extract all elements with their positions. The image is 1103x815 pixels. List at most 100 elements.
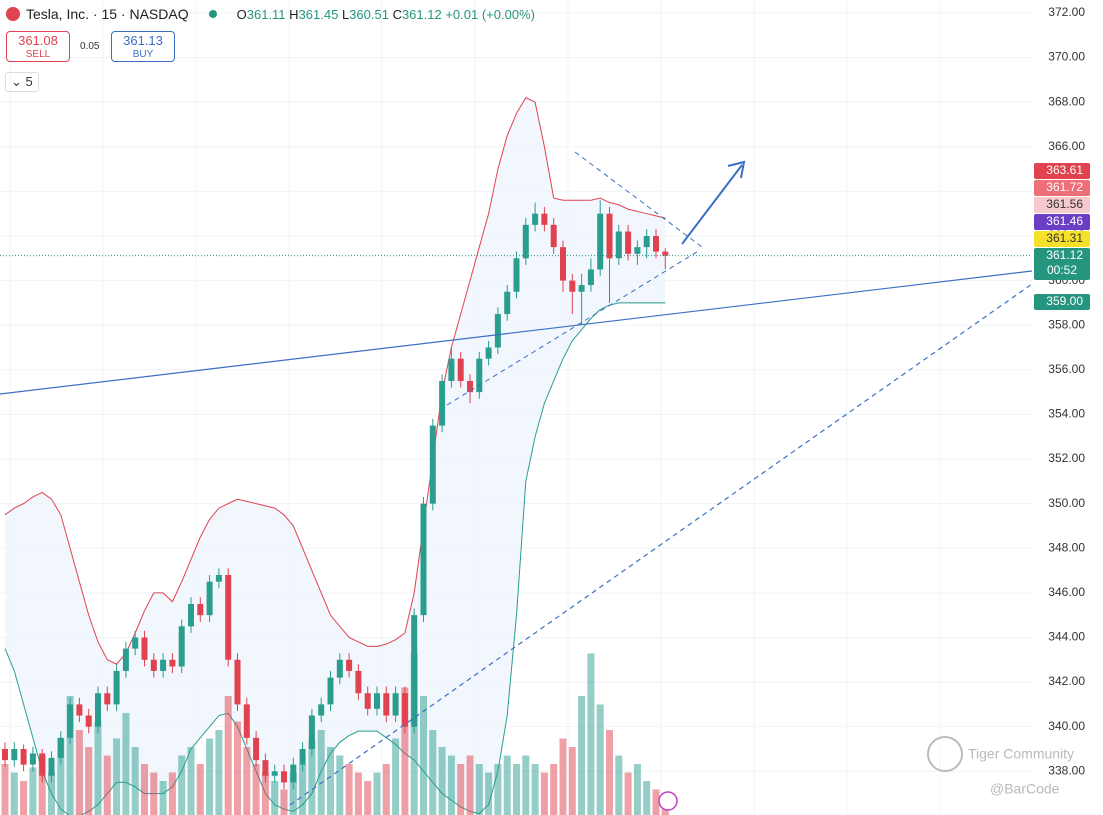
price-tag-label: 363.61 bbox=[1046, 163, 1083, 177]
volume-bar bbox=[457, 764, 465, 815]
candle-body bbox=[411, 615, 418, 727]
volume-bar bbox=[94, 721, 102, 815]
volume-bar bbox=[29, 767, 37, 815]
price-tag bbox=[1034, 231, 1090, 247]
volume-bar bbox=[103, 755, 111, 815]
buy-button[interactable]: 361.13 BUY bbox=[111, 31, 175, 62]
volume-bar bbox=[234, 721, 241, 815]
candle-body bbox=[513, 258, 520, 292]
volume-bar bbox=[113, 738, 121, 815]
volume-bar bbox=[131, 747, 139, 815]
candle-body bbox=[308, 715, 315, 749]
candle-body bbox=[188, 604, 194, 627]
volume-bar bbox=[392, 738, 400, 815]
candle-body bbox=[336, 659, 343, 678]
candle-body bbox=[392, 693, 399, 716]
volume-bar bbox=[243, 747, 251, 815]
sell-price: 361.08 bbox=[18, 33, 58, 48]
volume-bar bbox=[1, 764, 9, 815]
ohlc-value: 361.11 bbox=[246, 6, 286, 22]
symbol-title: Tesla, Inc. · 15 · NASDAQ bbox=[26, 6, 189, 22]
price-tag-timer: 00:52 bbox=[1047, 263, 1077, 277]
candle-body bbox=[141, 637, 148, 660]
candle-body bbox=[104, 693, 111, 705]
volume-bar bbox=[261, 772, 269, 815]
volume-bar bbox=[75, 730, 83, 815]
y-tick-label: 348.00 bbox=[1048, 540, 1085, 554]
candle-body bbox=[150, 659, 157, 671]
volume-bar bbox=[643, 781, 651, 815]
candle-body bbox=[541, 213, 548, 225]
volume-bar bbox=[382, 764, 390, 815]
volume-bar bbox=[289, 772, 297, 815]
volume-bar bbox=[513, 764, 520, 815]
volume-bar bbox=[540, 772, 548, 815]
ohlc-value: 360.51 bbox=[349, 6, 389, 22]
y-tick-label: 368.00 bbox=[1048, 94, 1085, 108]
candle-body bbox=[271, 771, 278, 776]
volume-bar bbox=[633, 764, 641, 815]
candle-body bbox=[429, 425, 436, 504]
sell-button[interactable]: 361.08 SELL bbox=[6, 31, 70, 62]
candle-body bbox=[67, 704, 74, 738]
candle-body bbox=[318, 704, 325, 716]
candle-body bbox=[29, 753, 36, 765]
volume-bar bbox=[578, 696, 586, 815]
y-tick-label: 342.00 bbox=[1048, 674, 1085, 688]
candle-body bbox=[569, 280, 576, 292]
indicator-toggle[interactable]: ⌄ 5 bbox=[5, 72, 39, 92]
candle-body bbox=[615, 231, 622, 259]
volume-bar bbox=[317, 730, 325, 815]
candle-body bbox=[20, 748, 27, 765]
volume-bar bbox=[38, 755, 46, 815]
candle-body bbox=[281, 771, 287, 783]
volume-bar bbox=[494, 764, 502, 815]
candle-body bbox=[587, 269, 594, 286]
y-tick-label: 346.00 bbox=[1048, 585, 1085, 599]
volume-bar bbox=[354, 772, 362, 815]
watermark-logo bbox=[927, 736, 963, 772]
sell-label: SELL bbox=[25, 49, 51, 60]
candle-body bbox=[522, 224, 529, 259]
volume-bar bbox=[308, 738, 316, 815]
candle-body bbox=[420, 503, 427, 616]
candle-body bbox=[11, 748, 18, 761]
candle-body bbox=[169, 659, 176, 667]
ohlc-key: O bbox=[236, 6, 247, 22]
y-tick-label: 340.00 bbox=[1048, 719, 1085, 733]
candle-body bbox=[625, 231, 632, 254]
spread: 0.05 bbox=[80, 41, 100, 52]
candle-body bbox=[225, 575, 232, 660]
candle-body bbox=[253, 737, 260, 761]
change: +0.01 (+0.00%) bbox=[445, 6, 535, 22]
indicator-count: 5 bbox=[25, 74, 33, 89]
volume-bar bbox=[475, 764, 483, 815]
volume-bar bbox=[364, 781, 372, 815]
price-tag-label: 361.12 bbox=[1046, 248, 1083, 262]
price-tag-label: 361.46 bbox=[1046, 214, 1083, 228]
y-tick-label: 372.00 bbox=[1048, 5, 1085, 19]
volume-bar bbox=[531, 764, 539, 815]
y-tick-label: 370.00 bbox=[1048, 50, 1085, 64]
watermark: Tiger Community bbox=[968, 746, 1074, 762]
y-tick-label: 344.00 bbox=[1048, 630, 1085, 644]
volume-bar bbox=[652, 789, 660, 815]
candle-body bbox=[132, 637, 139, 649]
volume-bar bbox=[327, 747, 334, 815]
flash-icon[interactable] bbox=[658, 791, 678, 811]
volume-bar bbox=[196, 764, 204, 815]
candle-body bbox=[57, 737, 64, 758]
volume-bar bbox=[168, 772, 176, 815]
candle-body bbox=[485, 347, 492, 359]
buy-label: BUY bbox=[132, 49, 154, 60]
candle-body bbox=[85, 715, 92, 727]
candle-body bbox=[364, 693, 371, 709]
candle-body bbox=[457, 358, 464, 381]
volume-bar bbox=[522, 755, 530, 815]
volume-bar bbox=[187, 747, 195, 815]
candle-body bbox=[95, 693, 101, 727]
candle-body bbox=[262, 760, 269, 776]
candle-body bbox=[597, 213, 604, 270]
volume-bar bbox=[345, 764, 353, 815]
candle-body bbox=[197, 604, 204, 616]
